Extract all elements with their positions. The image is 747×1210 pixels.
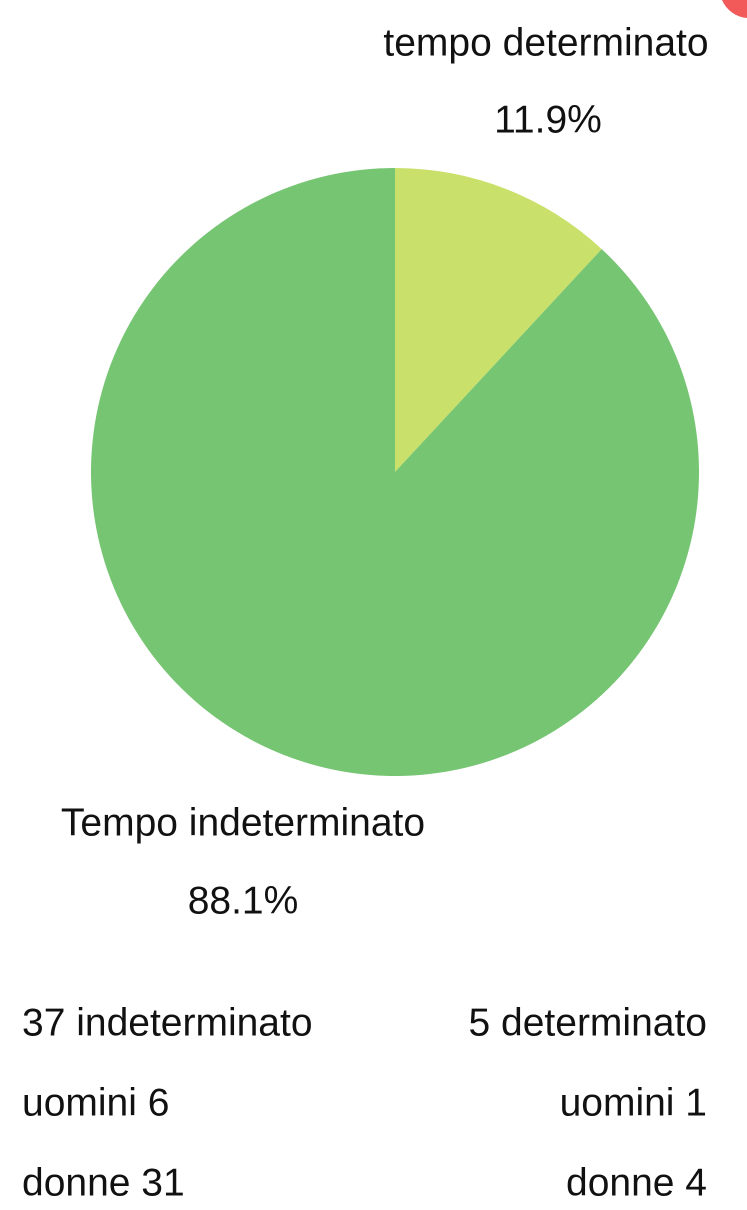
summary-left: uomini 6: [22, 1081, 169, 1124]
pie: tempo determinato 11.9% Tempo indeterminat…: [61, 21, 709, 922]
slice-label: tempo determinato: [383, 21, 708, 64]
summary-left: 37 indeterminato: [22, 1001, 313, 1044]
slice-value-label: 11.9%: [494, 98, 602, 141]
corner-decoration: [722, 0, 747, 18]
summary-right: uomini 1: [560, 1081, 707, 1124]
pie-slice: [91, 168, 699, 776]
slice-label: Tempo indeterminato: [61, 801, 425, 844]
summary-right: 5 determinato: [469, 1001, 707, 1044]
summary-right: donne 4: [566, 1161, 707, 1204]
summary-left: donne 31: [22, 1161, 185, 1204]
slice-value-label: 88.1%: [188, 879, 299, 922]
summary: 37 indeterminato uomini 6 donne 31 5 determ…: [22, 1001, 707, 1204]
pie-slice: [395, 168, 602, 472]
